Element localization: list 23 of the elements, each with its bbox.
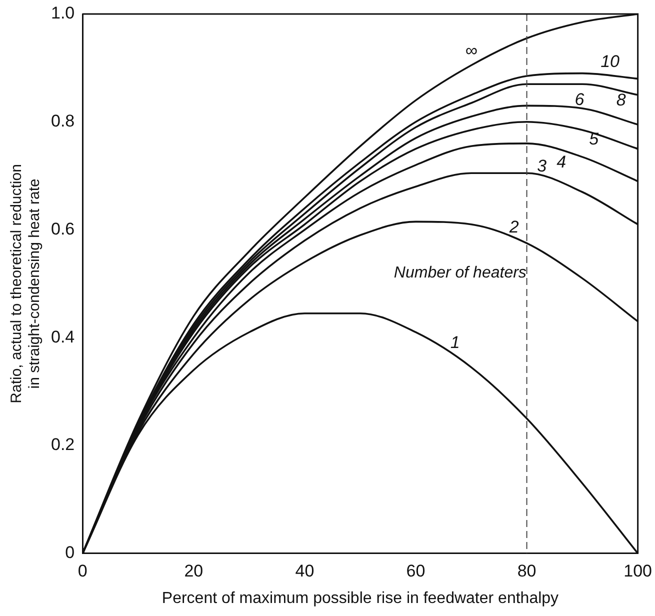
series-label: 10	[600, 52, 620, 71]
series-label: 8	[616, 90, 626, 110]
annotation: Number of heaters	[394, 264, 526, 282]
x-tick-label: 0	[78, 561, 88, 580]
series-label: 3	[537, 156, 548, 176]
y-tick-label: 0.4	[50, 327, 75, 346]
series-label: 4	[556, 152, 566, 172]
y-tick-label: 0	[65, 543, 75, 562]
y-tick-label: 1.0	[50, 4, 75, 23]
series-label: 2	[508, 217, 520, 236]
x-tick-label: 40	[295, 561, 314, 580]
y-tick-label: 0.8	[50, 112, 75, 131]
series-label: 1	[450, 333, 460, 352]
y-tick-label: 0.6	[50, 219, 75, 238]
x-tick-label: 80	[517, 561, 536, 580]
series-label: 6	[574, 90, 585, 109]
x-tick-label: 100	[624, 561, 652, 580]
x-axis-title: Percent of maximum possible rise in feedwater enthalpy	[162, 590, 559, 607]
y-axis-title: Ratio, actual to theoretical reduction in straight-condensing heat rate	[8, 164, 44, 404]
x-tick-label: 20	[184, 561, 204, 580]
series-label: ∞	[465, 40, 478, 60]
y-tick-label: 0.2	[50, 435, 75, 454]
x-tick-label: 60	[406, 561, 426, 580]
